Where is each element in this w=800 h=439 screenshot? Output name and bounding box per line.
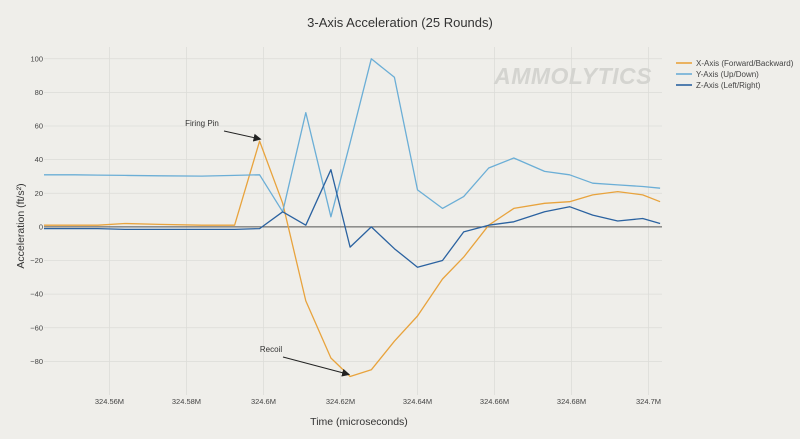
ammolytics-watermark: AMMOLYTICS — [493, 63, 652, 89]
legend-label: Y-Axis (Up/Down) — [696, 70, 759, 79]
y-tick-label: 60 — [35, 122, 43, 131]
legend-item[interactable]: Z-Axis (Left/Right) — [676, 81, 761, 90]
x-axis-title: Time (microseconds) — [310, 416, 408, 428]
y-tick-label: 20 — [35, 189, 43, 198]
annotation-arrow — [282, 356, 351, 377]
legend-item[interactable]: Y-Axis (Up/Down) — [676, 70, 759, 79]
x-tick-label: 324.56M — [95, 397, 124, 406]
y-tick-labels: −80 −60 −40 −20 0 20 40 60 80 100 — [30, 54, 43, 366]
x-tick-label: 324.66M — [480, 397, 509, 406]
legend-label: X-Axis (Forward/Backward) — [696, 59, 794, 68]
legend[interactable]: X-Axis (Forward/Backward) Y-Axis (Up/Down… — [676, 59, 794, 90]
x-tick-label: 324.68M — [557, 397, 586, 406]
y-tick-label: 40 — [35, 155, 43, 164]
annotation-label: Firing Pin — [185, 119, 219, 128]
y-tick-label: 80 — [35, 88, 43, 97]
x-tick-label: 324.64M — [403, 397, 432, 406]
chart-title: 3-Axis Acceleration (25 Rounds) — [307, 15, 493, 30]
y-tick-label: −20 — [30, 256, 43, 265]
y-tick-label: −60 — [30, 323, 43, 332]
x-tick-label: 324.58M — [172, 397, 201, 406]
y-tick-label: 0 — [39, 222, 43, 231]
y-tick-label: 100 — [30, 54, 43, 63]
series-group — [44, 58, 661, 378]
x-tick-label: 324.6M — [251, 397, 276, 406]
legend-item[interactable]: X-Axis (Forward/Backward) — [676, 59, 794, 68]
x-tick-label: 324.62M — [326, 397, 355, 406]
y-tick-label: −80 — [30, 357, 43, 366]
series-line-2[interactable] — [44, 58, 661, 218]
y-tick-label: −40 — [30, 290, 43, 299]
y-axis-title: Acceleration (ft/s²) — [15, 183, 27, 268]
annotation-arrow — [223, 130, 262, 142]
x-tick-label: 324.7M — [636, 397, 661, 406]
series-line-1[interactable] — [44, 140, 661, 378]
annotation-label: Recoil — [260, 345, 282, 354]
legend-label: Z-Axis (Left/Right) — [696, 81, 761, 90]
x-tick-labels: 324.56M 324.58M 324.6M 324.62M 324.64M 324.66… — [95, 397, 661, 406]
series-line-3[interactable] — [44, 169, 661, 268]
annotations-group: Firing Pin Recoil — [185, 119, 351, 377]
